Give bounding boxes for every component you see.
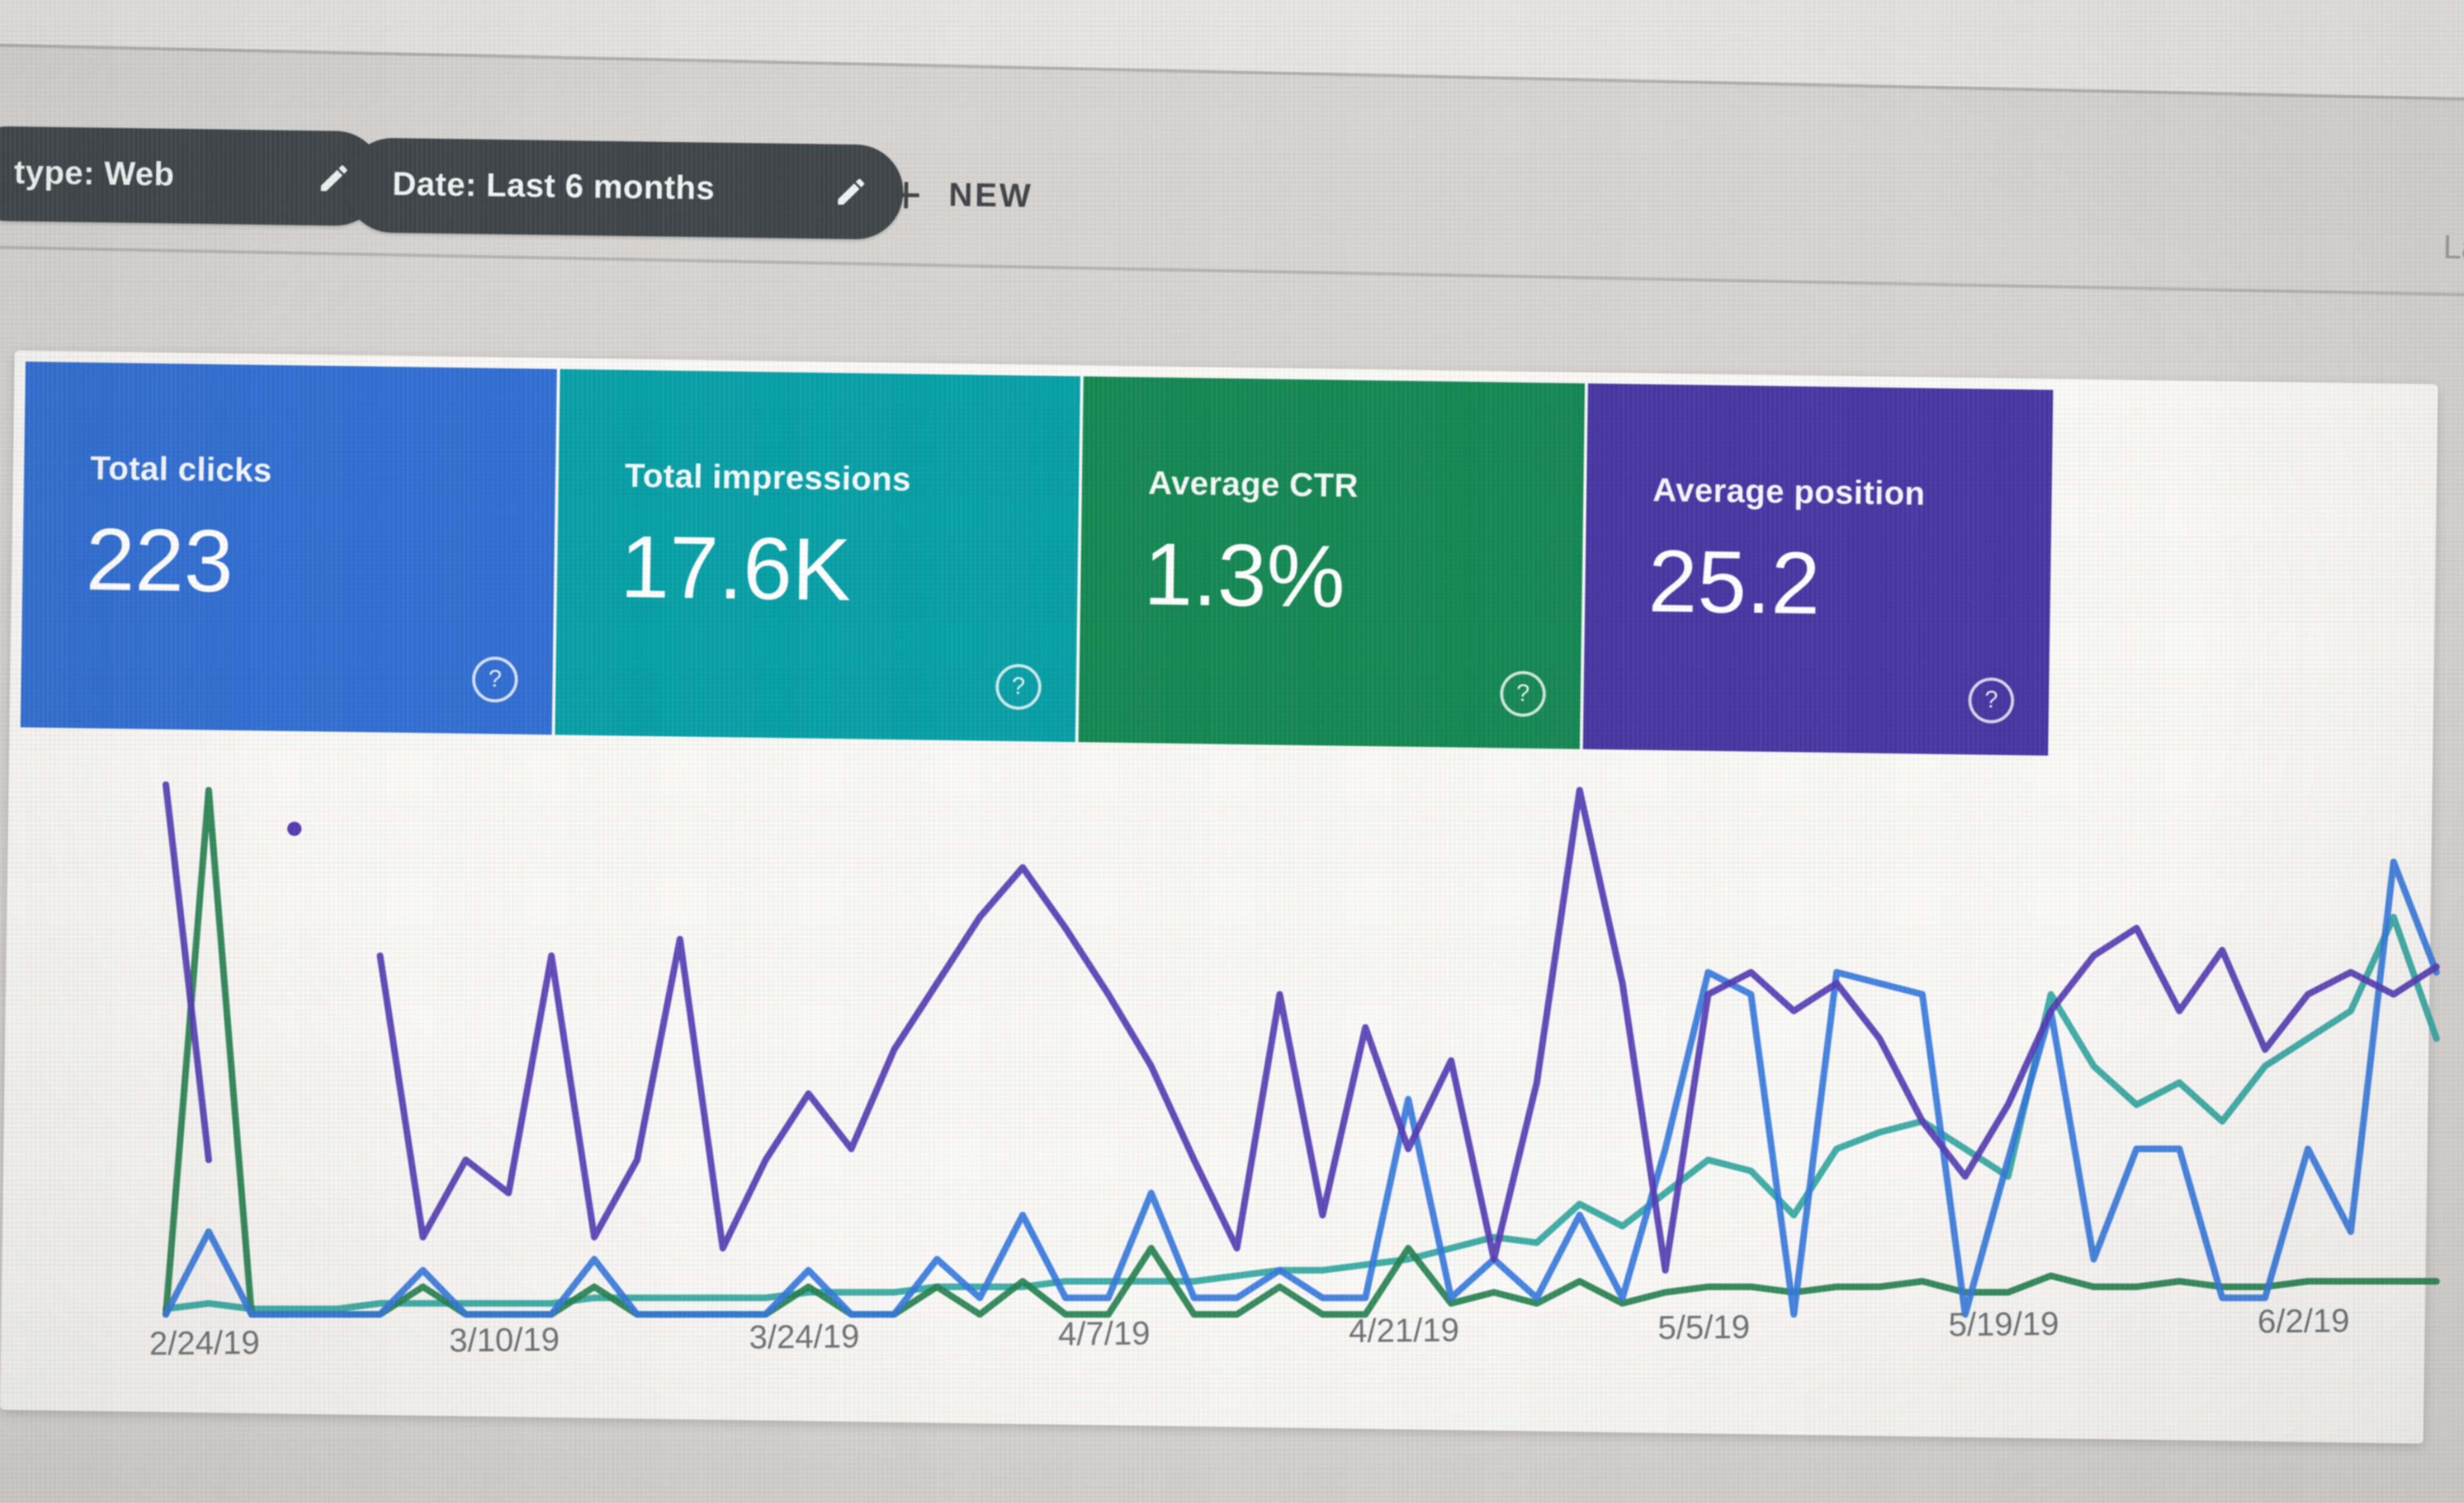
- x-tick-label: 4/7/19: [1058, 1316, 1151, 1353]
- metric-label: Total clicks: [90, 450, 272, 490]
- new-filter-button[interactable]: + NEW: [890, 158, 1033, 235]
- truncated-last-updated-text: La: [2442, 230, 2464, 267]
- metric-value: 17.6K: [620, 516, 852, 620]
- toolbar-divider-line: [0, 244, 2464, 298]
- metric-card-total-impressions[interactable]: Total impressions 17.6K ?: [555, 369, 1081, 743]
- filter-chip-search-type[interactable]: type: Web: [0, 126, 384, 227]
- metric-value: 1.3%: [1143, 523, 1346, 626]
- metric-card-average-position[interactable]: Average position 25.2 ?: [1583, 383, 2054, 756]
- filter-chip-label: type: Web: [14, 155, 175, 193]
- window-top-edge: [0, 0, 2464, 105]
- performance-panel: Total clicks 223 ? Total impressions 17.…: [0, 350, 2440, 1444]
- x-tick-label: 4/21/19: [1348, 1312, 1460, 1351]
- metric-label: Total impressions: [624, 458, 911, 499]
- metric-card-total-clicks[interactable]: Total clicks 223 ?: [20, 362, 557, 735]
- x-tick-label: 2/24/19: [149, 1325, 260, 1363]
- help-icon[interactable]: ?: [471, 656, 518, 703]
- x-tick-label: 3/10/19: [449, 1322, 560, 1360]
- metric-label: Average CTR: [1148, 465, 1359, 505]
- edit-pencil-icon[interactable]: [316, 161, 352, 196]
- metric-cards-row: Total clicks 223 ? Total impressions 17.…: [20, 362, 2054, 756]
- question-glyph: ?: [1516, 680, 1530, 708]
- question-glyph: ?: [488, 666, 502, 693]
- metric-label: Average position: [1652, 472, 1926, 513]
- metric-card-average-ctr[interactable]: Average CTR 1.3% ?: [1078, 376, 1585, 749]
- performance-line-chart[interactable]: [144, 759, 2462, 1346]
- question-glyph: ?: [1984, 687, 1998, 714]
- x-tick-label: 6/2/19: [2257, 1303, 2350, 1341]
- help-icon[interactable]: ?: [1968, 677, 2015, 724]
- help-icon[interactable]: ?: [995, 663, 1042, 711]
- x-tick-label: 3/24/19: [748, 1319, 860, 1357]
- question-glyph: ?: [1011, 673, 1025, 701]
- help-icon[interactable]: ?: [1500, 671, 1546, 717]
- x-tick-label: 5/19/19: [1948, 1306, 2059, 1344]
- filter-chip-date-range[interactable]: Date: Last 6 months: [344, 137, 904, 240]
- metric-value: 223: [85, 509, 234, 611]
- edit-pencil-icon[interactable]: [834, 174, 869, 210]
- x-tick-label: 5/5/19: [1657, 1310, 1750, 1347]
- plus-icon: +: [890, 166, 922, 226]
- new-filter-label: NEW: [948, 177, 1033, 215]
- metric-value: 25.2: [1647, 531, 1821, 633]
- filter-chip-label: Date: Last 6 months: [392, 166, 715, 208]
